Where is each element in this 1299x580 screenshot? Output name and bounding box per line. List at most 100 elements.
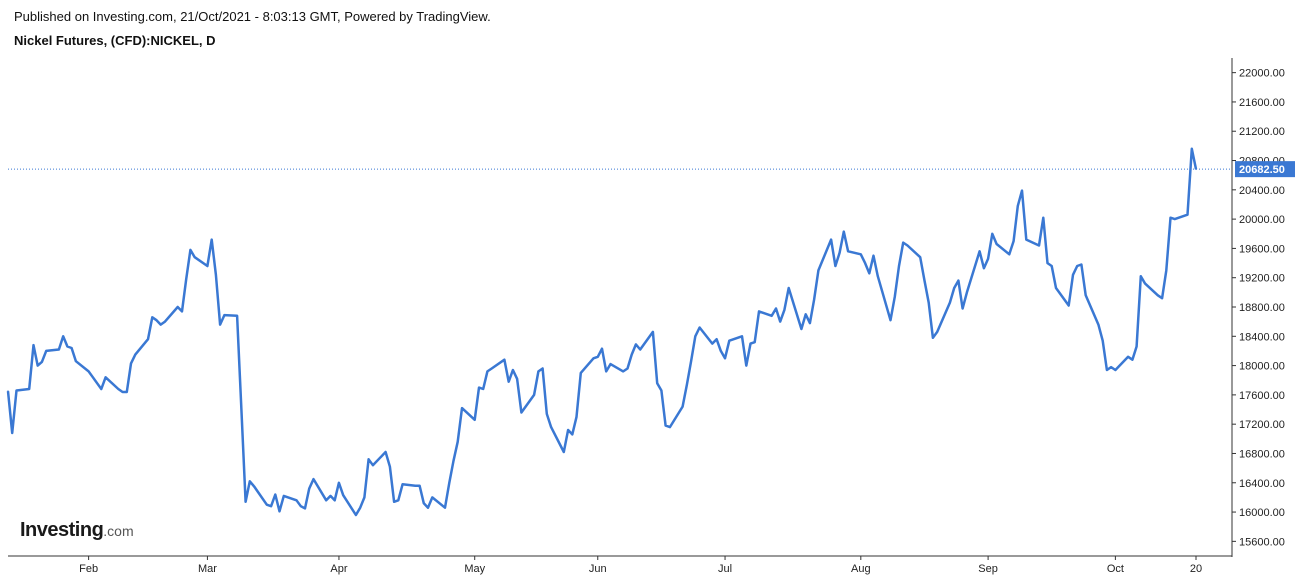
last-price-tag-bg — [1235, 161, 1295, 178]
data-point — [626, 367, 629, 370]
x-tick-label: Oct — [1107, 563, 1124, 575]
data-point — [223, 314, 226, 316]
data-point — [741, 335, 743, 338]
data-point — [630, 353, 633, 356]
data-point — [932, 337, 934, 339]
data-point — [758, 310, 760, 313]
y-tick-label: 19600.00 — [1239, 243, 1285, 255]
logo-main-text: Investing — [20, 519, 104, 541]
data-point — [62, 335, 64, 338]
data-point — [126, 391, 128, 393]
data-point — [961, 307, 964, 310]
x-tick-label: Aug — [851, 563, 871, 575]
investing-logo: Investing.com — [20, 519, 134, 542]
data-point — [104, 376, 107, 379]
data-point — [1072, 274, 1074, 276]
data-point — [278, 510, 281, 513]
data-point — [694, 335, 697, 338]
y-tick-label: 17600.00 — [1239, 390, 1285, 402]
data-point — [193, 256, 196, 259]
data-point — [444, 506, 446, 509]
data-point — [448, 482, 451, 484]
data-point — [1157, 294, 1159, 297]
data-point — [1135, 345, 1138, 348]
data-point — [783, 309, 786, 311]
data-point — [253, 485, 255, 488]
data-point — [134, 353, 137, 356]
data-point — [92, 376, 94, 379]
data-point — [660, 389, 663, 392]
data-point — [1008, 253, 1011, 256]
data-point — [1080, 263, 1083, 266]
data-point — [753, 341, 756, 344]
y-tick-label: 20000.00 — [1239, 214, 1285, 226]
data-point — [236, 315, 238, 317]
data-point — [66, 345, 69, 348]
data-point — [843, 230, 845, 233]
data-point — [1055, 287, 1057, 289]
data-point — [164, 320, 166, 323]
data-point — [936, 331, 938, 333]
data-point — [656, 382, 658, 385]
data-point — [75, 360, 77, 363]
x-tick-label: Feb — [79, 563, 98, 575]
data-point — [1025, 238, 1028, 241]
logo-suffix-text: .com — [103, 523, 134, 539]
data-point — [1106, 369, 1108, 371]
data-point — [927, 301, 930, 304]
data-point — [991, 233, 994, 235]
data-point — [389, 465, 391, 468]
data-point — [185, 278, 187, 281]
data-point — [681, 405, 684, 408]
data-point — [1114, 369, 1117, 371]
data-point — [567, 429, 569, 431]
y-tick-label: 18400.00 — [1239, 331, 1285, 343]
data-point — [333, 499, 336, 502]
data-point — [902, 241, 904, 244]
data-point — [11, 432, 13, 434]
data-point — [304, 507, 306, 510]
data-point — [329, 495, 332, 497]
data-point — [978, 250, 981, 253]
data-point — [325, 499, 328, 502]
data-point — [401, 483, 404, 486]
data-point — [130, 362, 132, 365]
data-point — [664, 424, 667, 427]
data-point — [1169, 216, 1172, 219]
y-tick-label: 16800.00 — [1239, 448, 1285, 460]
data-point — [338, 482, 340, 484]
chart-axes — [8, 58, 1233, 557]
data-point — [728, 339, 731, 342]
data-point — [919, 256, 921, 259]
data-point — [770, 315, 773, 317]
data-point — [597, 356, 599, 358]
data-point — [1174, 218, 1176, 220]
x-tick-label: Jul — [718, 563, 732, 575]
data-point — [779, 320, 781, 323]
data-point — [575, 416, 578, 418]
data-point — [541, 367, 544, 370]
data-point — [1101, 339, 1104, 342]
data-point — [838, 252, 841, 254]
data-point — [363, 496, 366, 499]
data-point — [995, 243, 998, 245]
data-point — [550, 426, 552, 428]
data-point — [7, 390, 9, 393]
data-point — [423, 502, 425, 505]
y-tick-label: 20400.00 — [1239, 185, 1285, 197]
data-point — [1127, 356, 1129, 358]
data-point — [283, 495, 285, 497]
x-tick-label: May — [464, 563, 485, 575]
data-point — [813, 298, 815, 301]
data-point — [720, 350, 722, 352]
data-point — [372, 464, 374, 467]
data-point — [1110, 366, 1112, 368]
x-tick-label: Apr — [330, 563, 347, 575]
data-point — [830, 238, 832, 241]
data-point — [906, 244, 909, 247]
data-point — [1195, 168, 1197, 170]
data-point — [41, 361, 43, 363]
y-tick-label: 21600.00 — [1239, 97, 1285, 109]
data-point — [1144, 282, 1146, 285]
